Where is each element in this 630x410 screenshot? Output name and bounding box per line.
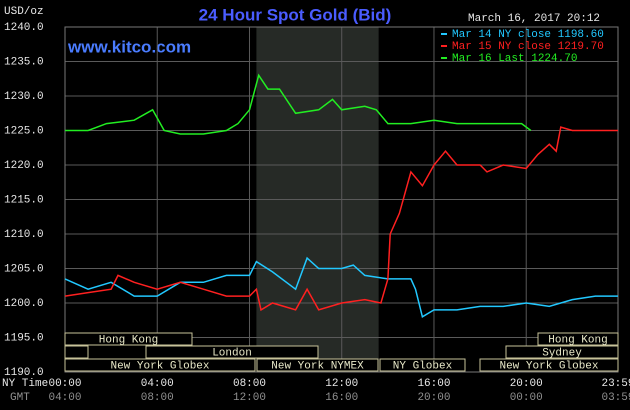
series-line	[65, 73, 532, 135]
session-box	[64, 332, 193, 346]
gmt-tick-label: 03:59	[601, 392, 630, 404]
session-box	[379, 358, 466, 372]
x-tick-label: 20:00	[510, 378, 543, 390]
y-tick-label: 1200.0	[4, 298, 44, 310]
session-box	[537, 332, 619, 346]
gmt-tick-label: 20:00	[417, 392, 450, 404]
chart-title: 24 Hour Spot Gold (Bid)	[199, 5, 392, 24]
session-box	[64, 358, 256, 372]
site-label: www.kitco.com	[67, 37, 191, 56]
x-tick-label: 12:00	[325, 378, 358, 390]
session-label: Sydney	[542, 347, 582, 359]
gmt-tick-label: 00:00	[510, 392, 543, 404]
gmt-tick-label: 12:00	[233, 392, 266, 404]
y-tick-label: 1195.0	[4, 332, 44, 344]
timestamp: March 16, 2017 20:12	[468, 13, 600, 25]
x-row-label: NY Time	[2, 378, 48, 390]
y-tick-label: 1205.0	[4, 263, 44, 275]
session-box	[64, 345, 89, 359]
x-tick-label: 08:00	[233, 378, 266, 390]
gmt-row-label: GMT	[10, 392, 30, 404]
y-tick-label: 1225.0	[4, 125, 44, 137]
session-box	[479, 358, 619, 372]
session-box	[256, 358, 379, 372]
plot-frame	[64, 26, 619, 373]
x-tick-label: 23:59	[601, 378, 630, 390]
session-box	[145, 345, 319, 359]
series-line	[64, 256, 618, 318]
legend-label: Mar 15 NY close 1219.70	[452, 41, 604, 53]
session-label: New York Globex	[110, 360, 209, 372]
series-line	[64, 126, 618, 312]
session-label: NY Globex	[393, 360, 453, 372]
y-tick-label: 1190.0	[4, 367, 44, 379]
unit-label: USD/oz	[4, 6, 44, 18]
legend-label: Mar 16 Last 1224.70	[452, 53, 577, 65]
y-tick-label: 1220.0	[4, 160, 44, 172]
legend-label: Mar 14 NY close 1198.60	[452, 29, 604, 41]
session-label: London	[212, 347, 252, 359]
session-label: Hong Kong	[99, 334, 158, 346]
y-tick-label: 1210.0	[4, 229, 44, 241]
y-tick-label: 1215.0	[4, 194, 44, 206]
session-label: New York NYMEX	[271, 360, 364, 372]
x-tick-label: 16:00	[417, 378, 450, 390]
x-tick-label: 00:00	[48, 378, 81, 390]
y-tick-label: 1235.0	[4, 56, 44, 68]
gmt-tick-label: 04:00	[48, 392, 81, 404]
y-tick-label: 1240.0	[4, 22, 44, 34]
session-label: New York Globex	[499, 360, 598, 372]
gmt-tick-label: 16:00	[325, 392, 358, 404]
session-box	[505, 345, 619, 359]
gmt-tick-label: 08:00	[141, 392, 174, 404]
x-tick-label: 04:00	[141, 378, 174, 390]
y-tick-label: 1230.0	[4, 91, 44, 103]
session-label: Hong Kong	[548, 334, 607, 346]
